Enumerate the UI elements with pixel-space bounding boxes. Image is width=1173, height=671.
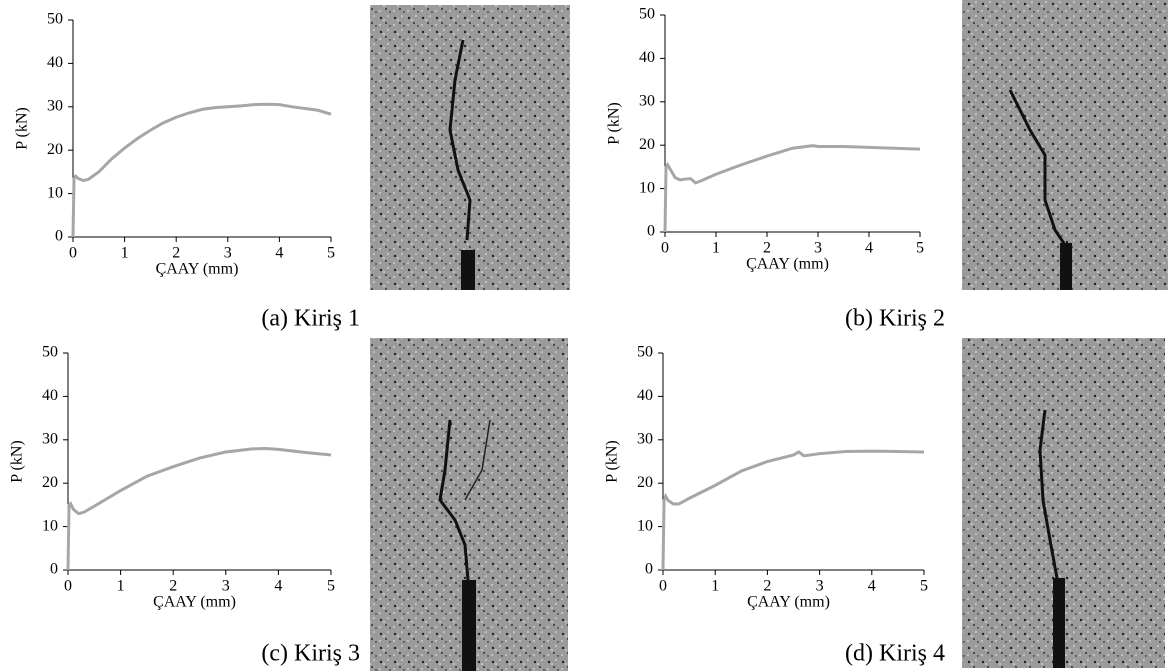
y-tick-label: 20 — [47, 141, 63, 158]
y-tick-label: 50 — [47, 11, 63, 28]
data-line — [71, 102, 332, 238]
y-tick-label: 50 — [637, 344, 653, 361]
y-tick-label: 50 — [42, 344, 58, 361]
x-tick-label: 3 — [224, 245, 232, 262]
y-tick-label: 40 — [639, 49, 655, 66]
y-tick-label: 50 — [639, 6, 655, 23]
specimen-photo — [370, 338, 568, 671]
x-tick-label: 4 — [275, 245, 283, 262]
y-tick-label: 0 — [645, 561, 653, 578]
x-tick-label: 3 — [814, 240, 822, 257]
x-tick-label: 0 — [659, 578, 667, 595]
y-tick-label: 40 — [47, 54, 63, 71]
y-tick-label: 10 — [639, 179, 655, 196]
x-tick-label: 5 — [327, 245, 335, 262]
x-tick-label: 5 — [327, 578, 335, 595]
caption: (a) Kiriş 1 — [261, 306, 360, 332]
y-tick-label: 0 — [55, 228, 63, 245]
specimen-photo — [370, 5, 570, 290]
x-tick-label: 2 — [172, 245, 180, 262]
y-tick-label: 20 — [637, 474, 653, 491]
specimen-photo — [962, 338, 1165, 668]
x-tick-label: 1 — [117, 578, 125, 595]
y-tick-label: 0 — [647, 223, 655, 240]
data-line — [663, 144, 921, 233]
x-tick-label: 0 — [661, 240, 669, 257]
x-tick-label: 2 — [763, 578, 771, 595]
x-tick-label: 0 — [64, 578, 72, 595]
x-axis-label: ÇAAY (mm) — [746, 256, 829, 273]
x-axis-label: ÇAAY (mm) — [153, 594, 236, 611]
caption: (b) Kiriş 2 — [845, 306, 945, 332]
y-tick-label: 20 — [42, 474, 58, 491]
y-axis-label: P (kN) — [9, 440, 26, 483]
y-tick-label: 0 — [50, 561, 58, 578]
x-axis-label: ÇAAY (mm) — [747, 594, 830, 611]
x-tick-label: 4 — [868, 578, 876, 595]
y-tick-label: 10 — [47, 184, 63, 201]
x-tick-label: 1 — [712, 240, 720, 257]
x-tick-label: 1 — [711, 578, 719, 595]
y-tick-label: 10 — [42, 517, 58, 534]
y-tick-label: 30 — [639, 92, 655, 109]
data-line — [66, 446, 332, 571]
y-tick-label: 10 — [637, 517, 653, 534]
y-axis-label: P (kN) — [14, 107, 31, 150]
y-tick-label: 30 — [47, 97, 63, 114]
y-tick-label: 40 — [637, 387, 653, 404]
y-tick-label: 30 — [637, 430, 653, 447]
x-axis-label: ÇAAY (mm) — [156, 261, 239, 278]
caption: (c) Kiriş 3 — [261, 641, 360, 667]
caption: (d) Kiriş 4 — [845, 641, 945, 667]
x-tick-label: 4 — [865, 240, 873, 257]
x-tick-label: 1 — [121, 245, 129, 262]
x-tick-label: 2 — [169, 578, 177, 595]
y-tick-label: 40 — [42, 387, 58, 404]
x-tick-label: 2 — [763, 240, 771, 257]
specimen-photo — [962, 0, 1168, 290]
x-tick-label: 0 — [69, 245, 77, 262]
x-tick-label: 5 — [916, 240, 924, 257]
y-axis-label: P (kN) — [604, 440, 621, 483]
x-tick-label: 5 — [920, 578, 928, 595]
y-tick-label: 30 — [42, 430, 58, 447]
y-axis-label: P (kN) — [606, 102, 623, 145]
data-line — [661, 449, 925, 571]
y-tick-label: 20 — [639, 136, 655, 153]
x-tick-label: 3 — [816, 578, 824, 595]
x-tick-label: 4 — [274, 578, 282, 595]
x-tick-label: 3 — [222, 578, 230, 595]
